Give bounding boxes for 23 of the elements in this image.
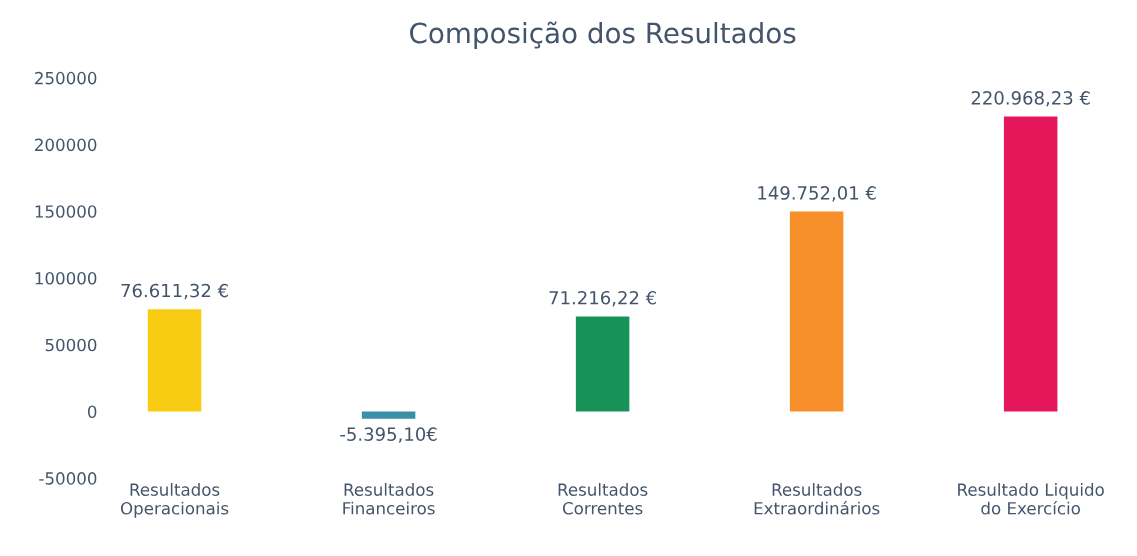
x-tick-label: Resultados Operacionais bbox=[120, 483, 229, 518]
bar bbox=[361, 411, 416, 419]
chart-title: Composição dos Resultados bbox=[410, 21, 796, 49]
x-tick-label: Resultados Extraordinários bbox=[754, 483, 880, 515]
y-tick-label: -50000 bbox=[39, 472, 97, 485]
y-tick-label: 150000 bbox=[35, 205, 97, 218]
data-label: 220.968,23 € bbox=[971, 91, 1090, 107]
x-tick-label: Resultado Liquido do Exercício bbox=[958, 483, 1104, 515]
bar bbox=[147, 309, 202, 412]
data-label: 149.752,01 € bbox=[758, 186, 876, 202]
y-tick-label: 0 bbox=[87, 405, 97, 419]
y-tick-label: 200000 bbox=[35, 138, 97, 152]
y-tick-label: 50000 bbox=[45, 338, 97, 352]
x-tick-label: Resultados Correntes bbox=[558, 483, 648, 515]
data-label: -5.395,10€ bbox=[340, 427, 437, 443]
data-label: 71.216,22 € bbox=[549, 290, 656, 307]
data-label: 76.611,32 € bbox=[121, 283, 228, 300]
bar bbox=[1003, 116, 1058, 412]
bar bbox=[575, 316, 630, 412]
y-tick-label: 100000 bbox=[35, 271, 97, 285]
y-tick-label: 250000 bbox=[35, 71, 97, 85]
x-tick-label: Resultados Financeiros bbox=[343, 483, 435, 515]
bar bbox=[789, 211, 844, 412]
